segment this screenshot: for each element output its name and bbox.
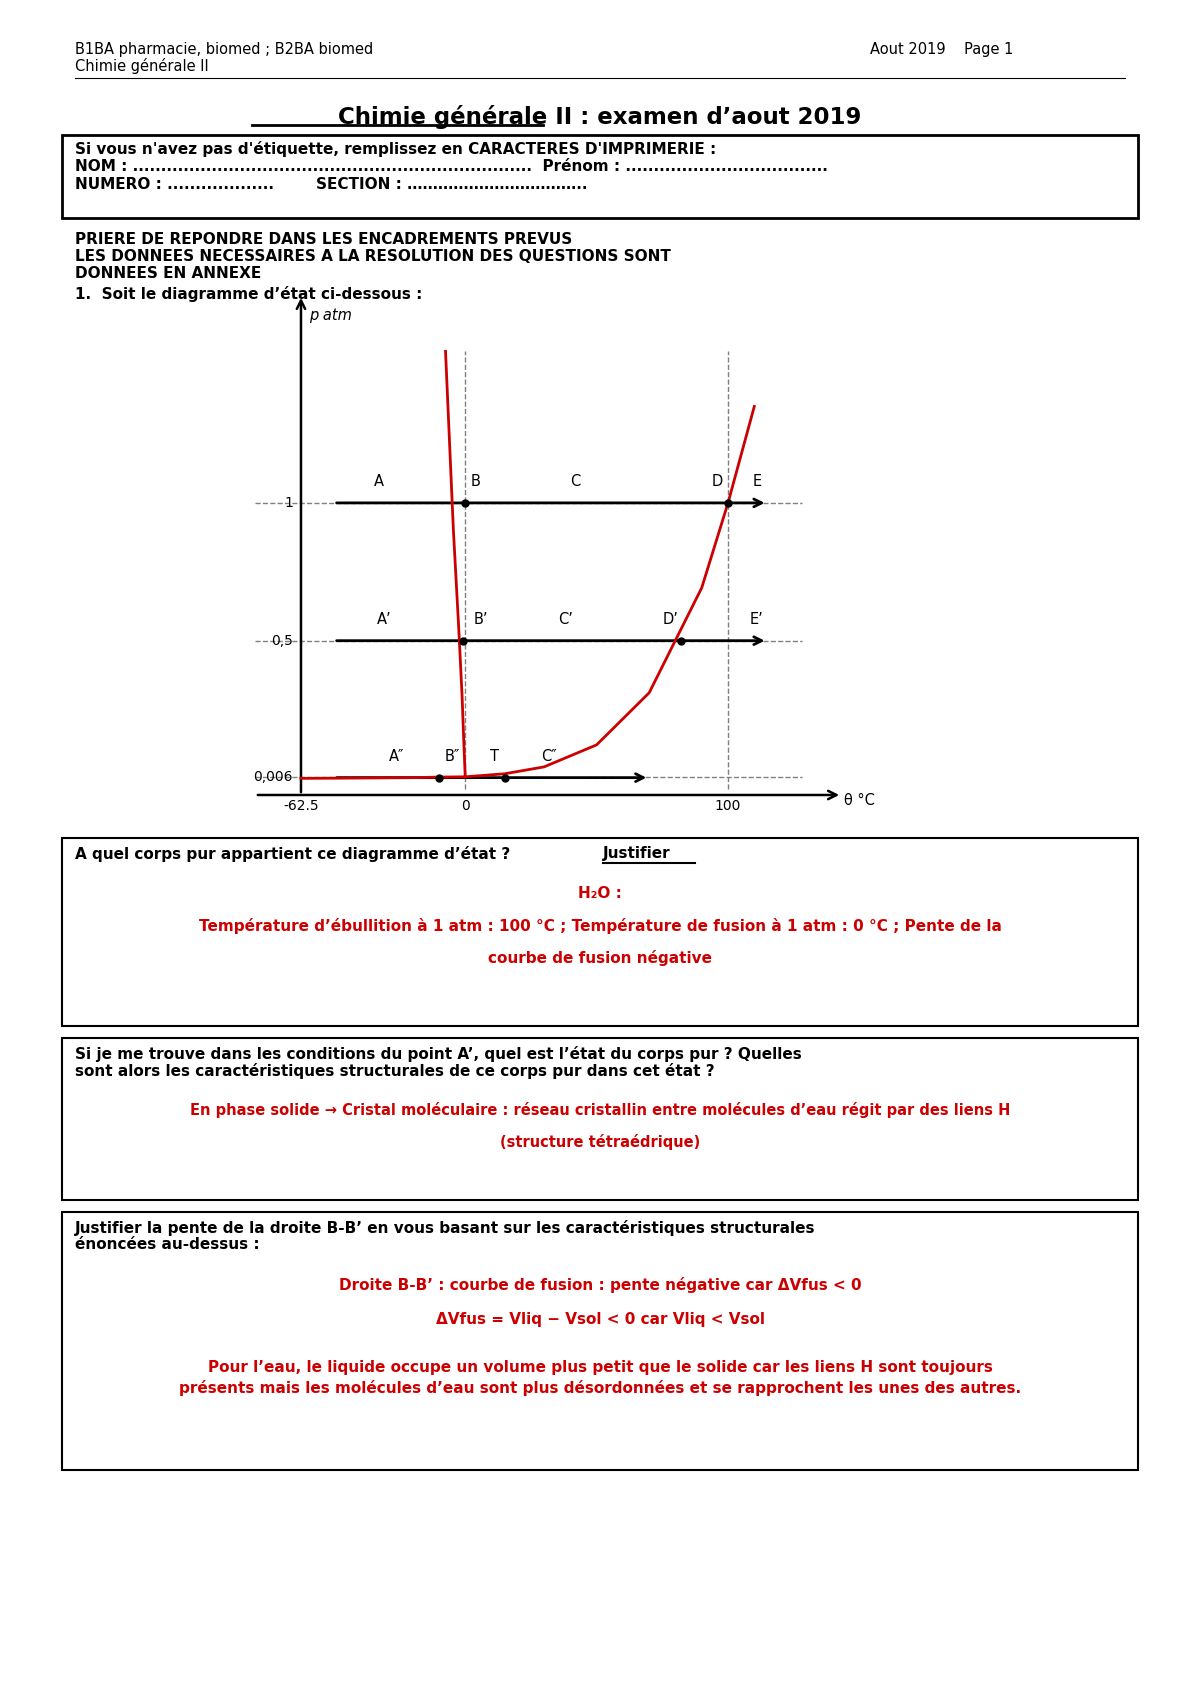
Bar [62,1039,1138,1200]
Text: énoncées au-dessus :: énoncées au-dessus : [74,1237,259,1252]
Text: B’: B’ [474,611,488,626]
Text: Si vous n'avez pas d'étiquette, remplissez en CARACTERES D'IMPRIMERIE :: Si vous n'avez pas d'étiquette, rempliss… [74,141,716,158]
Text: courbe de fusion négative: courbe de fusion négative [488,950,712,966]
Text: NOM : .......................................................................  P: NOM : ..................................… [74,160,828,175]
Text: Chimie générale II: Chimie générale II [74,58,209,75]
Text: C″: C″ [541,748,557,764]
Text: (structure tétraédrique): (structure tétraédrique) [500,1134,700,1151]
Text: D: D [712,473,724,489]
Text: PRIERE DE REPONDRE DANS LES ENCADREMENTS PREVUS: PRIERE DE REPONDRE DANS LES ENCADREMENTS… [74,232,572,248]
Text: A’: A’ [377,611,391,626]
Text: sont alors les caractéristiques structurales de ce corps pur dans cet état ?: sont alors les caractéristiques structur… [74,1062,715,1079]
Text: Justifier la pente de la droite B-B’ en vous basant sur les caractéristiques str: Justifier la pente de la droite B-B’ en … [74,1220,816,1235]
Text: D’: D’ [662,611,678,626]
Text: 0,006: 0,006 [253,770,293,784]
Text: -62.5: -62.5 [283,799,319,813]
Text: 0: 0 [461,799,469,813]
Bar [62,838,1138,1027]
Text: T: T [490,748,499,764]
Text: DONNEES EN ANNEXE: DONNEES EN ANNEXE [74,266,262,282]
Text: Justifier: Justifier [604,847,671,860]
Text: B″: B″ [444,748,460,764]
Text: Température d’ébullition à 1 atm : 100 °C ; Température de fusion à 1 atm : 0 °C: Température d’ébullition à 1 atm : 100 °… [198,918,1002,933]
Text: 1: 1 [284,496,293,509]
Text: Chimie générale II : examen d’aout 2019: Chimie générale II : examen d’aout 2019 [338,105,862,129]
Text: Droite B-B’ : courbe de fusion : pente négative car ΔVfus < 0: Droite B-B’ : courbe de fusion : pente n… [338,1278,862,1293]
Bar [62,1212,1138,1470]
Text: A″: A″ [389,748,404,764]
Text: θ °C: θ °C [844,792,875,808]
Text: 0,5: 0,5 [271,633,293,648]
Text: Aout 2019    Page 1: Aout 2019 Page 1 [870,42,1013,58]
Text: B: B [470,473,481,489]
Bar [62,136,1138,217]
Text: 100: 100 [715,799,742,813]
Text: ΔVfus = Vliq − Vsol < 0 car Vliq < Vsol: ΔVfus = Vliq − Vsol < 0 car Vliq < Vsol [436,1312,764,1327]
Text: C’: C’ [558,611,572,626]
Text: C: C [570,473,581,489]
Text: B1BA pharmacie, biomed ; B2BA biomed: B1BA pharmacie, biomed ; B2BA biomed [74,42,373,58]
Text: E: E [752,473,762,489]
Text: E’: E’ [750,611,764,626]
Text: 1.  Soit le diagramme d’état ci-dessous :: 1. Soit le diagramme d’état ci-dessous : [74,287,422,302]
Text: p atm: p atm [308,307,352,322]
Text: NUMERO : ...................        SECTION : ……………………………..: NUMERO : ................... SECTION : …… [74,176,588,192]
Text: Si je me trouve dans les conditions du point A’, quel est l’état du corps pur ? : Si je me trouve dans les conditions du p… [74,1045,802,1062]
Text: Pour l’eau, le liquide occupe un volume plus petit que le solide car les liens H: Pour l’eau, le liquide occupe un volume … [208,1359,992,1375]
Text: En phase solide → Cristal moléculaire : réseau cristallin entre molécules d’eau : En phase solide → Cristal moléculaire : … [190,1101,1010,1118]
Text: présents mais les molécules d’eau sont plus désordonnées et se rapprochent les u: présents mais les molécules d’eau sont p… [179,1380,1021,1397]
Text: H₂O :: H₂O : [578,886,622,901]
Text: A quel corps pur appartient ce diagramme d’état ?: A quel corps pur appartient ce diagramme… [74,847,516,862]
Text: LES DONNEES NECESSAIRES A LA RESOLUTION DES QUESTIONS SONT: LES DONNEES NECESSAIRES A LA RESOLUTION … [74,249,671,265]
Text: A: A [373,473,384,489]
